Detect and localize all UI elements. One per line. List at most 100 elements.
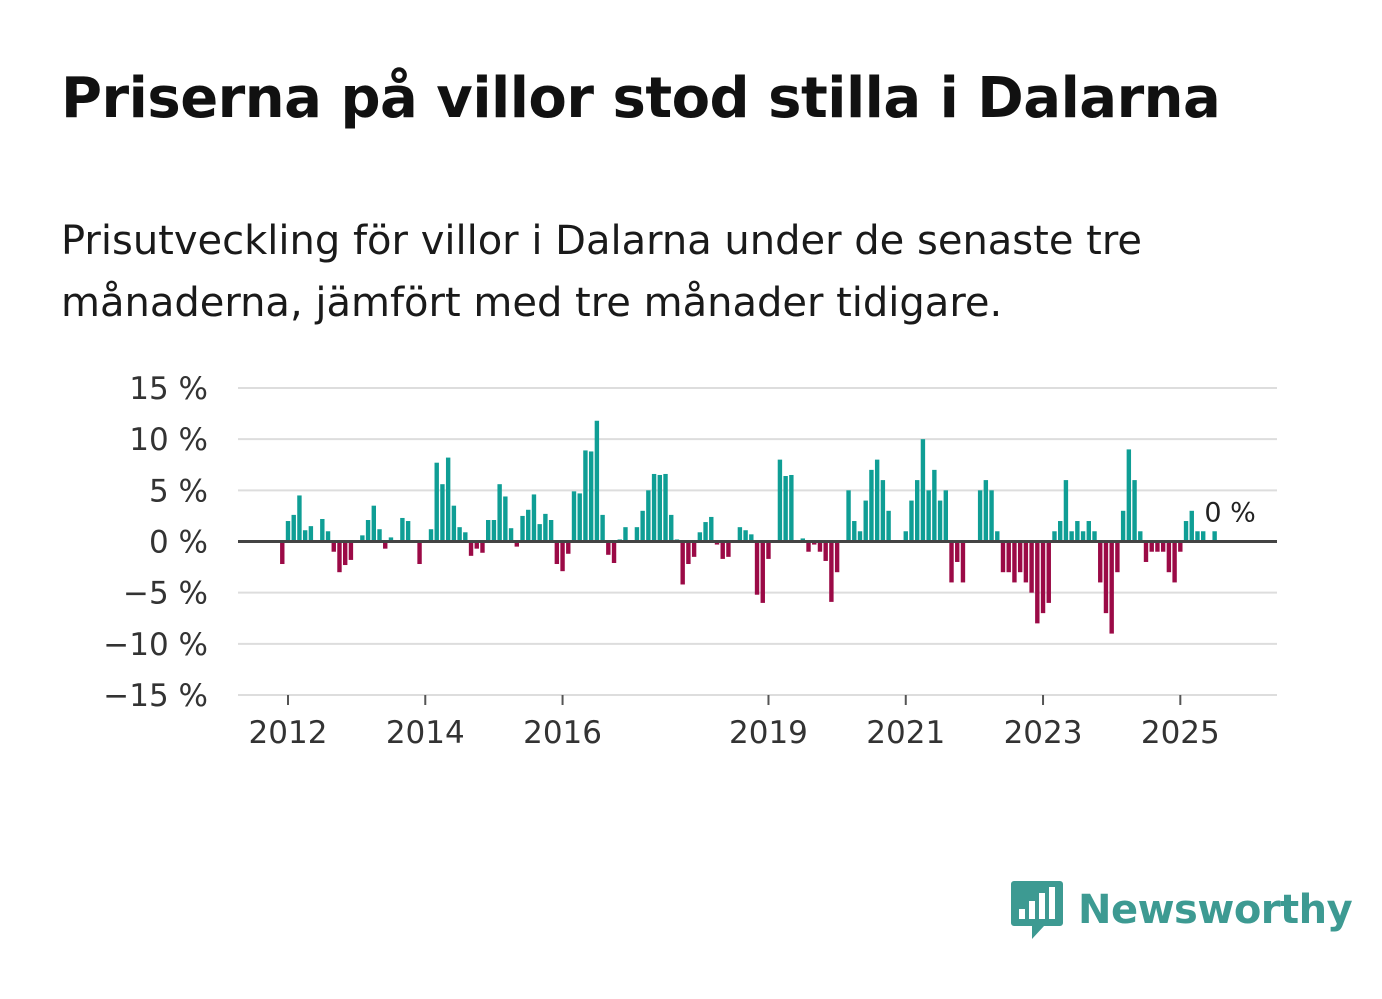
bar: [874, 459, 880, 542]
bar: [1138, 531, 1143, 542]
bar: [1086, 521, 1091, 542]
bar: [777, 459, 783, 542]
bar: [577, 493, 582, 542]
bar: [343, 541, 348, 566]
bar: [1155, 541, 1160, 552]
bar: [749, 534, 754, 542]
bar: [806, 541, 811, 552]
bar: [417, 541, 422, 565]
bar: [869, 469, 874, 542]
bar: [1006, 541, 1011, 573]
x-tick-label: 2016: [523, 715, 602, 751]
y-tick-label: −5 %: [123, 576, 208, 612]
bar: [886, 510, 891, 542]
bar: [1098, 541, 1103, 583]
bar: [1166, 541, 1172, 573]
bar: [526, 509, 531, 542]
bar: [1143, 541, 1149, 562]
bar: [829, 541, 834, 602]
bar: [926, 490, 931, 542]
bar: [1052, 531, 1057, 542]
bar: [1160, 541, 1166, 552]
y-tick-label: −10 %: [103, 627, 208, 663]
bar: [737, 527, 743, 542]
bar: [709, 516, 714, 542]
bar: [280, 541, 285, 565]
bar: [400, 517, 405, 542]
bar: [1189, 510, 1194, 542]
bar: [863, 500, 868, 542]
y-tick-label: 5 %: [149, 473, 208, 509]
bar: [600, 514, 605, 542]
bar: [297, 495, 302, 542]
bar: [1092, 531, 1097, 542]
bar: [800, 538, 805, 542]
bar: [606, 541, 611, 555]
bar: [943, 490, 948, 542]
bar: [463, 532, 468, 542]
bar: [1126, 449, 1132, 542]
bar: [428, 529, 434, 542]
bar: [880, 480, 886, 542]
bar: [1058, 521, 1063, 542]
bar: [1172, 541, 1177, 583]
bar: [915, 480, 920, 542]
bar: [703, 522, 708, 542]
bar: [754, 541, 760, 595]
bar: [508, 528, 514, 542]
bar: [371, 505, 376, 542]
bar: [1120, 510, 1126, 542]
bar: [383, 541, 388, 549]
bar: [1012, 541, 1017, 583]
bar: [663, 473, 668, 542]
bar: [669, 514, 674, 542]
bar: [594, 420, 600, 542]
bar: [691, 541, 697, 557]
bar: [1103, 541, 1109, 614]
y-tick-label: 0 %: [149, 525, 208, 561]
bar: [445, 457, 451, 542]
chart-title: Priserna på villor stod stilla i Dalarna: [61, 66, 1221, 131]
bar: [1069, 531, 1074, 542]
bar: [457, 527, 462, 542]
x-tick-label: 2023: [1004, 715, 1083, 751]
bar: [486, 520, 491, 542]
bar: [1201, 531, 1206, 542]
bar: [291, 514, 296, 542]
bar: [360, 535, 365, 542]
bar: [955, 541, 960, 562]
bar: [1115, 541, 1120, 573]
bar: [548, 520, 554, 542]
x-tick-label: 2025: [1141, 715, 1220, 751]
bar-chart: 15 % 10 % 5 % 0 % −5 % −10 % −15 % 2012 2014 2016…: [103, 371, 1277, 751]
bar: [337, 541, 342, 573]
bar: [503, 496, 508, 542]
bars: [280, 420, 1217, 634]
bar: [543, 513, 548, 542]
bar: [714, 541, 720, 545]
brand-name: Newsworthy: [1078, 887, 1353, 933]
bar: [932, 469, 937, 542]
bar: [520, 515, 525, 542]
bar: [1132, 480, 1137, 542]
bar: [983, 480, 989, 542]
bar: [1023, 541, 1029, 583]
bar: [537, 524, 542, 542]
bar: [680, 541, 685, 585]
bar: [743, 530, 748, 542]
chart-subtitle: Prisutveckling för villor i Dalarna unde…: [61, 218, 1143, 326]
bar: [812, 541, 817, 545]
bar: [960, 541, 966, 583]
bar: [377, 529, 382, 542]
bar: [560, 541, 565, 572]
bar: [531, 494, 537, 542]
bar: [320, 518, 325, 542]
bar: [451, 505, 457, 542]
bar: [1212, 531, 1217, 542]
axes: 15 % 10 % 5 % 0 % −5 % −10 % −15 % 2012 2014 2016…: [103, 371, 1277, 751]
bar: [977, 490, 983, 542]
bar: [760, 541, 765, 603]
bar: [1040, 541, 1046, 614]
bar: [554, 541, 560, 565]
bar: [480, 541, 485, 553]
